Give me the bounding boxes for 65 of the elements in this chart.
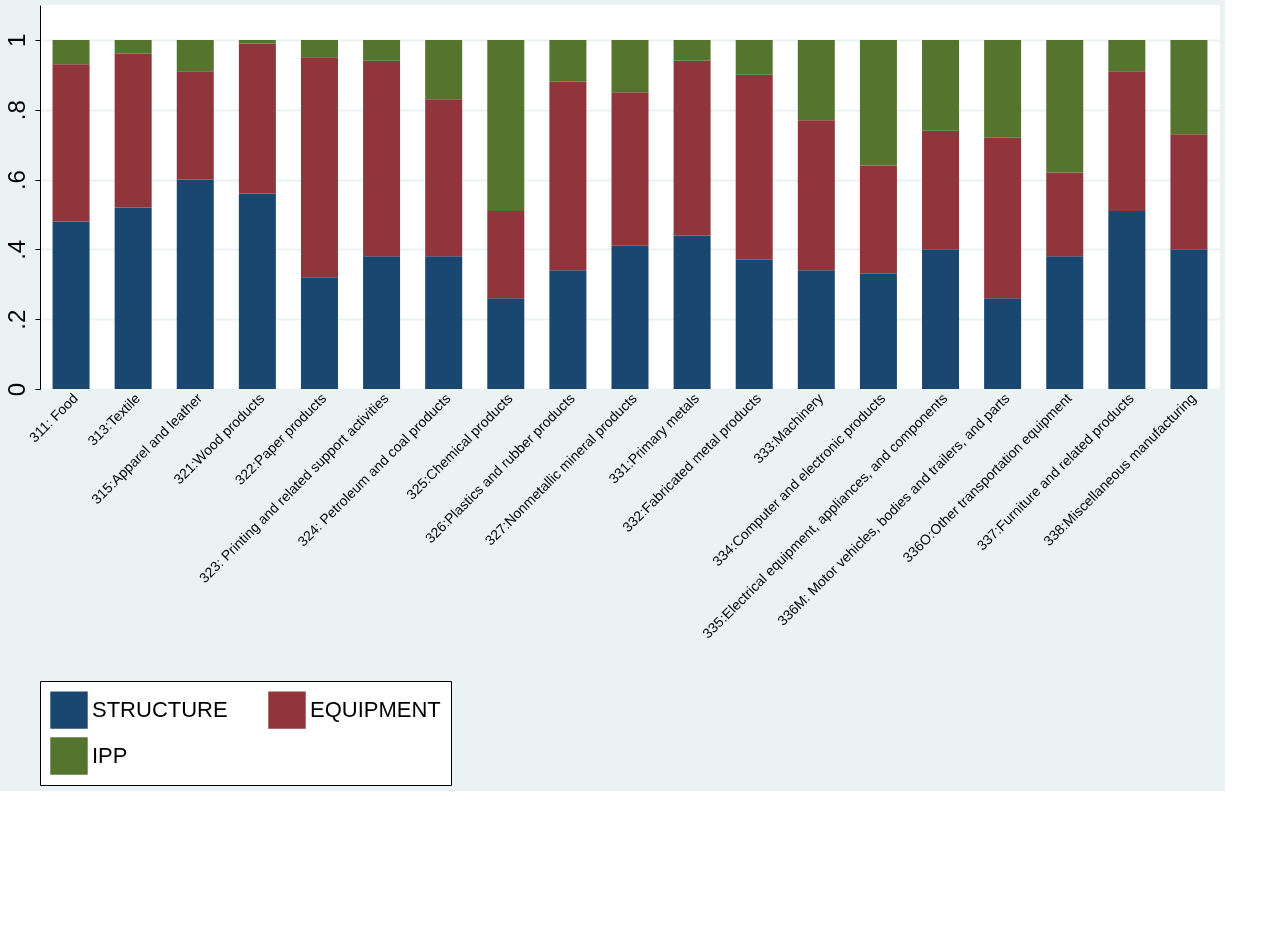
bar [425,39,463,100]
legend-label: STRUCTURE [92,697,228,723]
bar [735,74,773,260]
bar [735,259,773,389]
bar [1108,71,1146,211]
bar [1046,172,1084,257]
bar [673,235,711,389]
bar [1046,256,1084,389]
y-tick-label: 0 [2,382,30,397]
bar [549,81,587,271]
bar [859,39,897,166]
bar [1108,39,1146,72]
bar [735,39,773,75]
bar [611,92,649,246]
bar [363,256,401,389]
bar [114,53,152,208]
bar [797,270,835,389]
bar [797,120,835,271]
bar [922,130,960,250]
y-tick-label: .8 [2,100,30,121]
bar [487,298,525,389]
bar [300,277,338,389]
bar [425,256,463,389]
bar [859,273,897,389]
bar [52,39,90,65]
bar [549,270,587,389]
bar [300,57,338,278]
bar [487,39,525,211]
bar [984,298,1022,389]
bar [425,99,463,257]
bar [549,39,587,82]
bar [984,137,1022,299]
y-tick-label: .6 [2,170,30,191]
legend-label: EQUIPMENT [310,697,441,723]
bar [114,207,152,389]
bar [611,245,649,389]
bar [1170,134,1208,250]
bar [487,210,525,299]
bar [1046,39,1084,173]
bar [859,165,897,274]
bar [176,71,214,180]
bar [797,39,835,121]
bar [176,39,214,72]
bar [611,39,649,93]
y-tick-label: .2 [2,309,30,330]
bar [922,39,960,131]
bar [984,39,1022,138]
bar [922,249,960,389]
bar [114,39,152,54]
legend-label: IPP [92,743,128,768]
bar [176,179,214,389]
bar [238,193,276,389]
bar [52,64,90,222]
bar [1108,210,1146,389]
bar [1170,39,1208,135]
bar [52,221,90,389]
bar [1170,249,1208,389]
bar [300,39,338,58]
bar [673,39,711,61]
y-tick-label: 1 [2,33,30,48]
bar [238,43,276,194]
y-tick-label: .4 [2,239,30,260]
bar [363,60,401,257]
bar [673,60,711,236]
bar [363,39,401,61]
